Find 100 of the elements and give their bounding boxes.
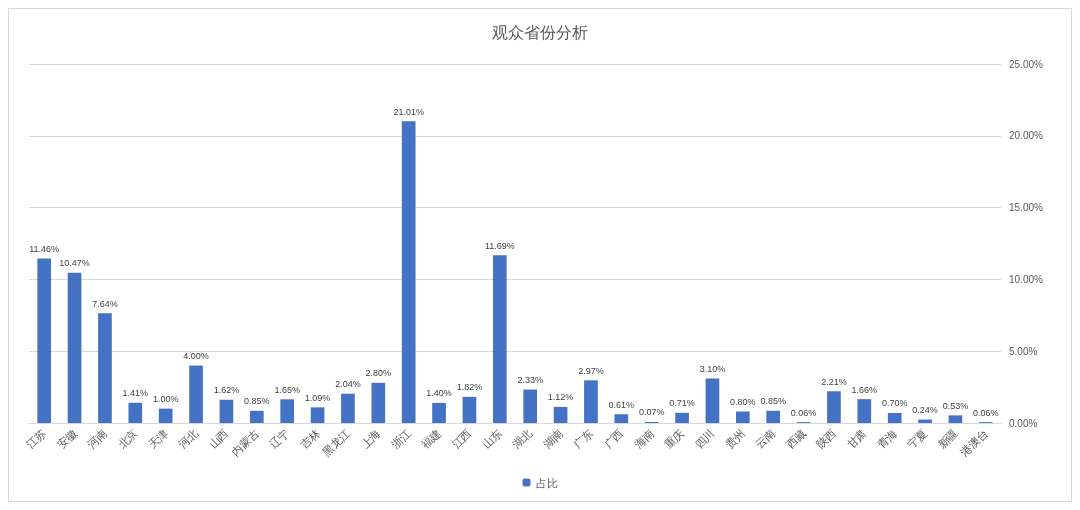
bar [371,382,386,423]
bar [341,393,355,423]
x-tick-label: 西藏 [783,426,808,451]
bar [553,406,568,423]
x-tick-label: 广东 [571,426,596,451]
bar [584,380,598,423]
x-tick-label: 重庆 [662,426,687,451]
y-tick-label: 15.00% [1009,202,1044,214]
data-label: 3.10% [699,363,726,374]
y-tick-label: 25.00% [1009,58,1044,70]
data-label: 2.33% [517,375,543,386]
bar [462,396,477,423]
x-tick-label: 上海 [358,426,383,451]
data-label: 11.46% [29,243,60,254]
data-label: 1.65% [274,384,300,395]
bar [280,399,295,423]
x-tick-label: 港澳台 [958,426,991,459]
bar [614,414,629,423]
bar [37,258,52,423]
data-label: 0.06% [790,407,817,418]
data-label: 0.71% [669,398,695,409]
x-tick-label: 福建 [419,426,444,451]
x-tick-label: 内蒙古 [229,426,262,459]
data-label: 1.66% [851,384,878,395]
x-tick-label: 甘肃 [844,426,869,451]
data-label: 1.62% [213,385,240,396]
bar [705,378,720,423]
x-tick-label: 辽宁 [267,426,292,451]
bar [158,408,173,423]
data-label: 0.24% [912,405,938,416]
data-label: 1.40% [426,388,452,399]
bar [735,411,750,423]
data-label: 0.85% [244,396,270,407]
x-tick-label: 广西 [601,426,626,451]
x-tick-label: 安徽 [54,426,79,451]
bar [249,410,264,423]
x-tick-label: 天津 [145,426,170,451]
data-label: 4.00% [183,351,209,362]
x-tick-label: 青海 [874,426,899,451]
data-label: 0.06% [973,407,999,418]
x-tick-label: 海南 [631,426,656,451]
bar [310,407,325,423]
y-tick-label: 5.00% [1009,345,1038,357]
data-label: 2.21% [821,376,847,387]
data-label: 0.85% [760,396,786,407]
bar [887,412,902,423]
data-label: 21.01% [393,106,424,117]
x-tick-label: 山东 [480,426,505,451]
y-tick-label: 10.00% [1009,273,1044,285]
data-label: 11.69% [484,240,515,251]
x-tick-label: 陕西 [814,426,839,451]
x-tick-label: 浙江 [388,426,413,451]
data-label: 0.07% [638,407,665,418]
x-tick-label: 山西 [206,426,231,451]
data-label: 1.82% [456,382,483,393]
data-label: 1.00% [152,394,179,405]
x-tick-label: 湖南 [540,426,565,451]
x-tick-label: 新疆 [935,426,960,451]
y-tick-label: 20.00% [1009,130,1044,142]
bar [128,402,143,423]
legend-label: 占比 [535,476,558,489]
data-label: 10.47% [59,258,90,269]
x-tick-label: 河北 [176,426,201,451]
data-label: 1.09% [304,392,331,403]
x-tick-label: 宁夏 [905,426,930,451]
x-tick-label: 湖北 [510,426,535,451]
chart-title: 观众省份分析 [492,22,588,42]
x-tick-label: 黑龙江 [320,426,353,459]
data-label: 2.04% [335,379,361,390]
bar [492,255,507,423]
data-label: 1.12% [547,392,574,403]
x-tick-label: 江西 [449,426,474,451]
data-label: 2.80% [365,368,392,379]
x-tick-label: 云南 [753,426,778,451]
data-label: 1.41% [122,388,149,399]
y-tick-label: 0.00% [1009,417,1038,429]
bar [857,399,872,423]
data-label: 0.70% [881,398,908,409]
x-tick-label: 北京 [115,426,140,451]
data-label: 7.64% [92,298,118,309]
data-label: 2.97% [578,365,604,376]
bar [67,272,82,423]
x-tick-label: 贵州 [723,426,748,451]
x-tick-label: 吉林 [297,426,322,451]
bar [432,402,446,423]
bar [766,410,781,423]
bar [401,121,416,423]
x-tick-label: 江苏 [24,426,49,451]
bar [827,391,841,423]
x-tick-label: 四川 [692,426,717,451]
bar [523,389,538,423]
x-tick-label: 河南 [85,426,110,451]
bar [219,399,234,423]
data-label: 0.80% [730,397,756,408]
data-label: 0.53% [942,400,969,411]
bar [675,412,689,423]
bar [98,313,112,423]
bar [948,415,963,423]
data-label: 0.61% [608,399,635,410]
bar [189,365,203,423]
